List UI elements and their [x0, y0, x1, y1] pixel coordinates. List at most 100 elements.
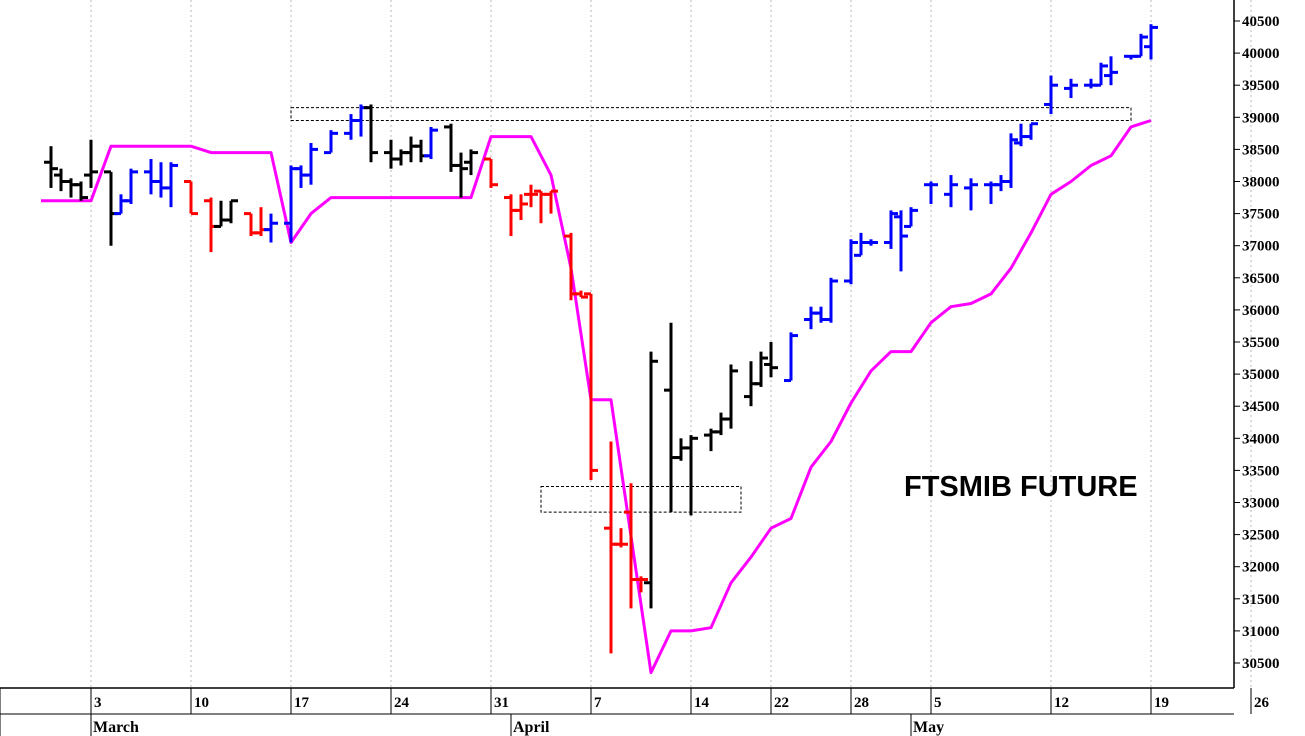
ohlc-bar [944, 175, 958, 208]
ohlc-bar [1084, 78, 1098, 89]
y-tick-label: 35500 [1242, 335, 1280, 351]
x-tick-label: 24 [394, 695, 410, 711]
month-label: April [513, 719, 550, 736]
ohlc-bar [484, 157, 498, 188]
ohlc-bar [764, 342, 778, 378]
ohlc-bar [844, 239, 858, 285]
x-tick-label: 14 [694, 695, 710, 711]
ohlc-bar [104, 170, 118, 246]
ohlc-bar [1024, 122, 1038, 140]
y-tick-label: 31000 [1242, 624, 1280, 640]
zone-box [540, 485, 742, 513]
y-tick-label: 38500 [1242, 142, 1280, 158]
x-tick-label: 3 [94, 695, 102, 711]
ohlc-bars [44, 24, 1158, 654]
ohlc-bar [1064, 78, 1078, 99]
zones [290, 107, 1132, 513]
x-tick-label: 12 [1054, 695, 1069, 711]
ohlc-bar [804, 306, 818, 330]
ohlc-bar [124, 168, 138, 204]
ohlc-bar [114, 194, 128, 216]
ohlc-bar [384, 139, 398, 169]
ohlc-bar [714, 412, 728, 436]
y-tick-label: 37000 [1242, 239, 1280, 255]
ohlc-bar [524, 184, 538, 208]
ohlc-bar [164, 162, 178, 208]
ohlc-bar [204, 197, 218, 253]
ohlc-bar [584, 292, 598, 481]
ohlc-bar [1044, 75, 1058, 115]
y-tick-label: 40500 [1242, 14, 1280, 30]
month-label: March [93, 719, 139, 736]
x-tick-label: 5 [934, 695, 942, 711]
y-tick-label: 37500 [1242, 207, 1280, 223]
ohlc-bar [284, 165, 298, 243]
ohlc-bar [44, 146, 58, 188]
ohlc-bar [504, 194, 518, 237]
ohlc-bar [344, 114, 358, 140]
chart-title: FTSMIB FUTURE [904, 471, 1138, 503]
stop-line-path [41, 119, 1152, 675]
ohlc-bar [544, 189, 558, 214]
ohlc-bar [154, 162, 168, 198]
y-tick-label: 36500 [1242, 271, 1280, 287]
ohlc-bar [1144, 24, 1158, 60]
ohlc-bar [1004, 133, 1018, 188]
y-tick-label: 30500 [1242, 656, 1280, 672]
ohlc-bar [64, 178, 78, 198]
ohlc-bar [224, 199, 238, 224]
ohlc-bar [84, 139, 98, 188]
ohlc-bar [514, 194, 528, 221]
x-tick-label: 17 [294, 695, 310, 711]
ohlc-bar [404, 136, 418, 163]
y-tick-label: 39500 [1242, 78, 1280, 94]
x-tick-label: 26 [1254, 695, 1270, 711]
y-tick-label: 39000 [1242, 110, 1280, 126]
ohlc-bar [824, 277, 838, 323]
ohlc-bar [454, 152, 468, 198]
month-labels: March April May [90, 714, 944, 736]
ohlc-bar [674, 438, 688, 461]
y-tick-label: 33500 [1242, 463, 1280, 479]
ohlc-bar [894, 210, 908, 272]
ohlc-bar [784, 332, 798, 383]
ohlc-bar [54, 168, 68, 192]
y-tick-label: 35000 [1242, 367, 1280, 383]
ohlc-bar [994, 175, 1008, 192]
ohlc-bar [414, 139, 428, 163]
y-tick-label: 40000 [1242, 46, 1280, 62]
ohlc-bar [924, 181, 938, 204]
ohlc-bar [614, 528, 628, 548]
ohlc-bar [464, 149, 478, 176]
x-tick-label: 7 [594, 695, 602, 711]
ohlc-bar [534, 189, 548, 224]
ohlc-bar [864, 239, 878, 246]
y-tick-label: 31500 [1242, 592, 1280, 608]
ohlc-bar [664, 322, 678, 513]
ohlc-bar [324, 130, 338, 155]
ohlc-bar [144, 159, 158, 195]
ohlc-bar [634, 576, 648, 593]
x-axis-ticks: 3 10 17 24 31 7 14 22 28 5 12 19 26 [90, 688, 1270, 714]
ohlc-bar [644, 351, 658, 609]
ohlc-bar [254, 207, 268, 237]
ohlc-bar [884, 210, 898, 249]
zone-box [290, 107, 1132, 122]
x-tick-label: 22 [774, 695, 789, 711]
ohlc-bar [964, 178, 978, 211]
y-tick-label: 38000 [1242, 175, 1280, 191]
ohlc-bar [574, 290, 588, 299]
y-axis-ticks: 30500 31000 31500 32000 32500 33000 33500 34000… [1234, 14, 1280, 672]
ohlc-bar [904, 207, 918, 228]
y-tick-label: 34000 [1242, 431, 1280, 447]
ohlc-bar [1014, 123, 1028, 147]
ohlc-bar [604, 441, 618, 654]
ohlc-bar [1134, 33, 1148, 58]
ohlc-bar [364, 104, 378, 163]
y-tick-label: 36000 [1242, 303, 1280, 319]
x-tick-label: 28 [854, 695, 869, 711]
y-tick-label: 33000 [1242, 496, 1280, 512]
ohlc-bar [424, 126, 438, 160]
ohlc-bar [294, 165, 308, 188]
ohlc-bar [74, 181, 88, 201]
